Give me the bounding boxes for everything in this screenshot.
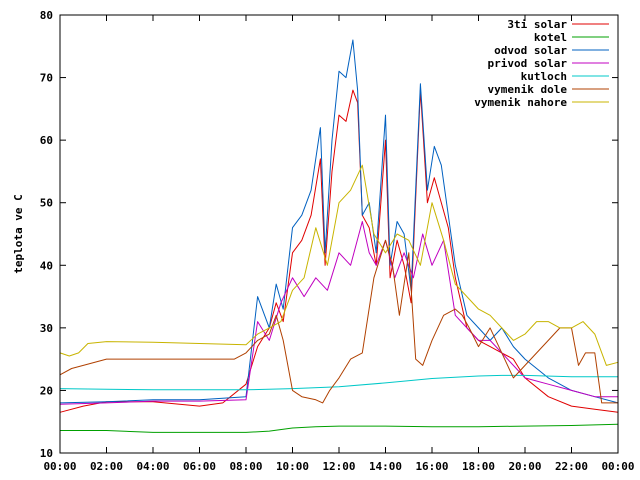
legend-label: privod solar — [488, 57, 568, 70]
x-tick-label: 22:00 — [555, 460, 588, 473]
series-line-4 — [59, 374, 618, 391]
x-tick-label: 20:00 — [508, 460, 541, 473]
series-line-5 — [59, 239, 618, 404]
legend-label: odvod solar — [494, 44, 567, 57]
legend-label: vymenik nahore — [474, 96, 567, 109]
y-tick-label: 40 — [40, 259, 53, 272]
x-tick-label: 02:00 — [90, 460, 123, 473]
legend-label: kutloch — [521, 70, 567, 83]
y-axis-title: teplota ve C — [12, 194, 25, 273]
y-tick-label: 60 — [40, 134, 53, 147]
series-line-6 — [59, 164, 619, 366]
x-tick-label: 06:00 — [183, 460, 216, 473]
y-tick-label: 20 — [40, 384, 53, 397]
x-tick-label: 04:00 — [136, 460, 169, 473]
x-tick-label: 08:00 — [229, 460, 262, 473]
y-tick-label: 10 — [40, 447, 53, 460]
series-line-0 — [59, 89, 619, 413]
y-tick-label: 80 — [40, 9, 53, 22]
legend-label: kotel — [534, 31, 567, 44]
series-line-1 — [60, 423, 619, 433]
x-tick-label: 16:00 — [415, 460, 448, 473]
y-tick-label: 50 — [40, 197, 53, 210]
y-tick-label: 30 — [40, 322, 53, 335]
x-tick-label: 14:00 — [369, 460, 402, 473]
axis-ticks: 10 20 30 40 50 60 70 80 00:00 02:00 04:00 06:00 08:0… — [40, 9, 635, 473]
x-tick-label: 00:00 — [601, 460, 634, 473]
x-tick-label: 10:00 — [276, 460, 309, 473]
y-tick-label: 70 — [40, 72, 53, 85]
legend-label: 3ti solar — [507, 18, 567, 31]
x-tick-label: 12:00 — [322, 460, 355, 473]
x-tick-label: 00:00 — [43, 460, 76, 473]
x-tick-label: 18:00 — [462, 460, 495, 473]
legend-label: vymenik dole — [488, 83, 568, 96]
plot-lines — [59, 39, 619, 433]
